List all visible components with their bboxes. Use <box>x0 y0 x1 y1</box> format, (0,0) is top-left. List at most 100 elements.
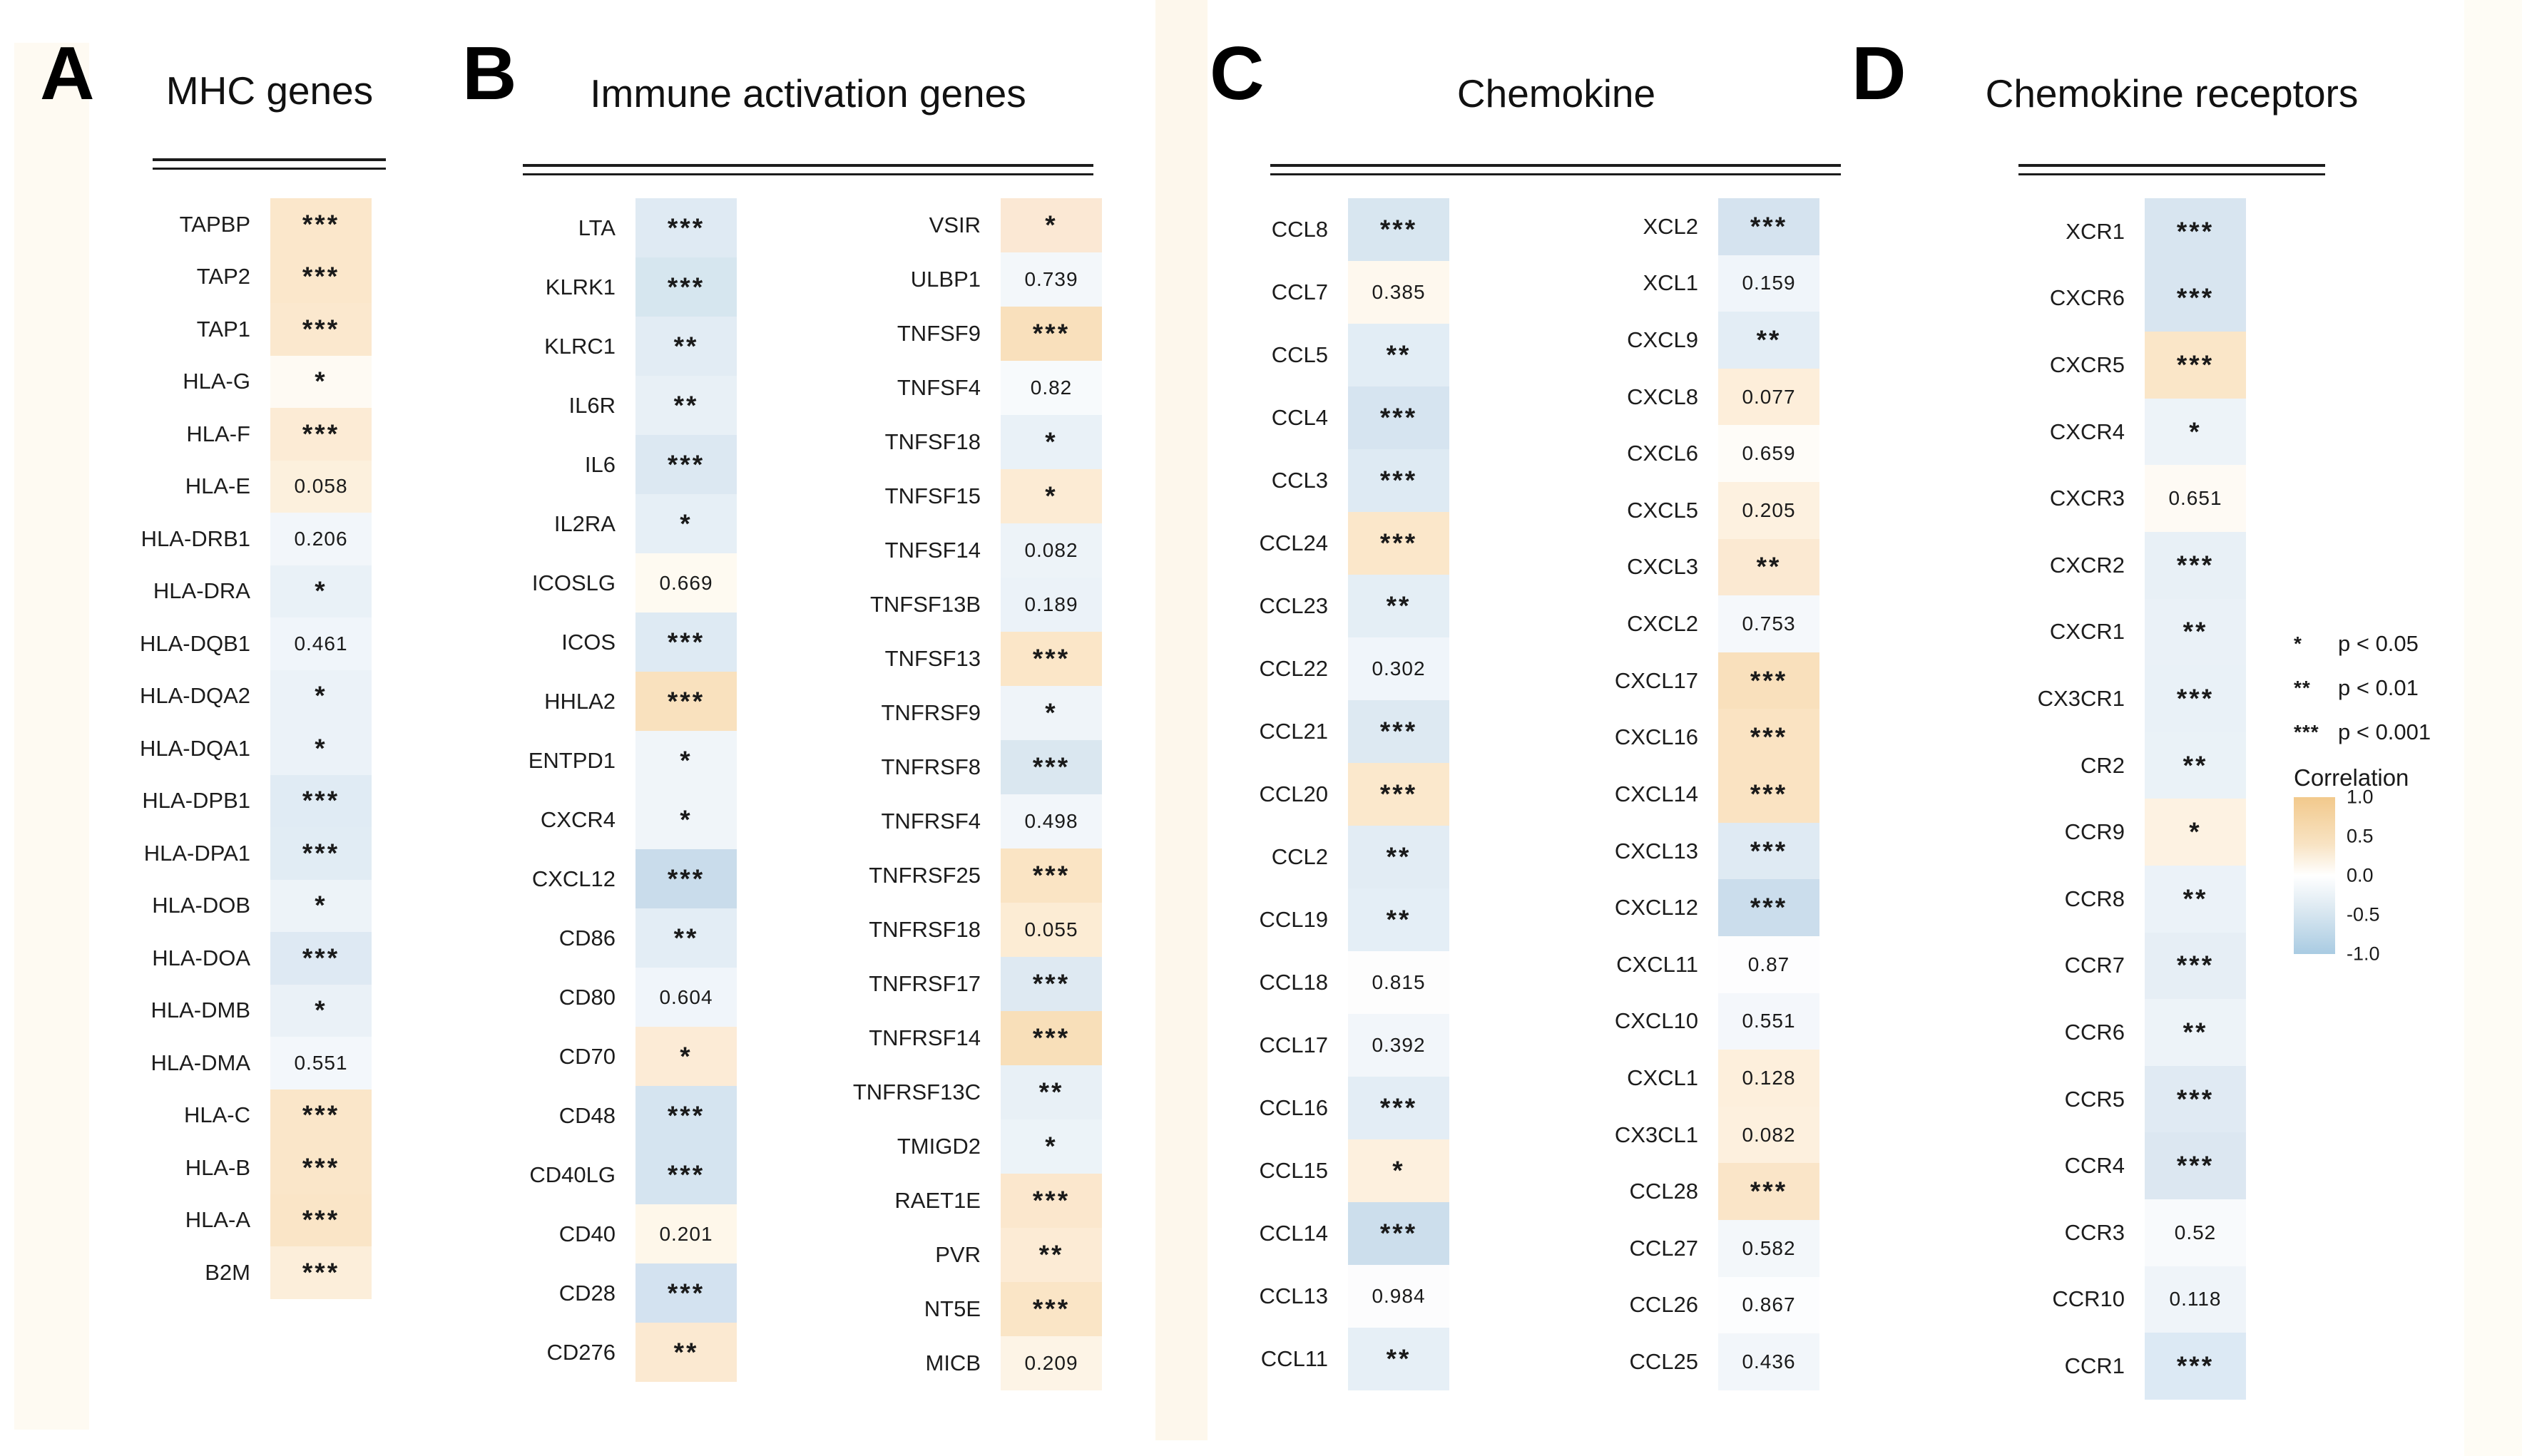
significance-value: *** <box>2176 1084 2215 1114</box>
significance-value: * <box>1045 427 1058 456</box>
significance-cell: * <box>635 731 737 790</box>
gene-row: CXCR4 * <box>400 790 737 849</box>
gene-row: TMIGD2 * <box>765 1119 1102 1174</box>
significance-value: 0.055 <box>1024 918 1078 940</box>
significance-stars: *** <box>2294 721 2319 743</box>
significance-value: *** <box>667 272 705 302</box>
significance-cell: *** <box>1718 879 1819 936</box>
gene-row: TNFSF9 *** <box>765 307 1102 361</box>
significance-value: 0.128 <box>1742 1066 1796 1089</box>
gene-label: CCL11 <box>1260 1346 1328 1371</box>
significance-value: 0.209 <box>1024 1352 1078 1374</box>
significance-cell: *** <box>635 1263 737 1323</box>
gene-row: TAP1 *** <box>35 303 372 356</box>
significance-cell: *** <box>635 1145 737 1204</box>
significance-cell: *** <box>1718 766 1819 823</box>
gene-label: HLA-DQA1 <box>139 735 250 761</box>
gene-label: CCL28 <box>1629 1179 1699 1204</box>
significance-cell: ** <box>1348 575 1449 637</box>
gene-row: XCL2 *** <box>1483 198 1819 255</box>
gene-label: CD86 <box>558 925 616 950</box>
significance-cell: *** <box>2145 932 2246 1000</box>
gene-label: TAP2 <box>196 264 250 289</box>
significance-value: *** <box>667 627 705 657</box>
gene-label: CCL25 <box>1629 1348 1699 1374</box>
gene-row: CCL13 0.984 <box>1113 1265 1449 1328</box>
significance-value: * <box>1045 481 1058 511</box>
gene-row: HLA-DQB1 0.461 <box>35 617 372 670</box>
gene-label: TNFRSF14 <box>869 1025 981 1050</box>
gene-label: CX3CR1 <box>2037 685 2125 711</box>
gene-label: TNFRSF13C <box>852 1080 981 1104</box>
gene-label: LTA <box>578 215 616 240</box>
gene-row: NT5E *** <box>765 1282 1102 1336</box>
colorbar-title: Correlation <box>2294 764 2409 791</box>
significance-value: *** <box>302 786 340 816</box>
significance-cell: 0.077 <box>1718 368 1819 426</box>
significance-cell: ** <box>2145 598 2246 666</box>
significance-cell: 0.52 <box>2145 1199 2246 1266</box>
significance-cell: *** <box>1348 386 1449 449</box>
gene-label: CXCL11 <box>1616 951 1698 977</box>
gene-column: LTA *** KLRK1 *** KLRC1 ** IL6R ** IL6 *** IL2RA * I… <box>400 198 737 1382</box>
gene-row: CCL24 *** <box>1113 512 1449 575</box>
gene-label: TNFRSF18 <box>869 917 981 942</box>
significance-cell: 0.604 <box>635 968 737 1027</box>
gene-label: TNFRSF9 <box>881 700 981 725</box>
significance-value: 0.205 <box>1742 498 1796 521</box>
significance-cell: 0.753 <box>1718 595 1819 652</box>
significance-value: ** <box>1038 1240 1064 1269</box>
significance-cell: ** <box>1001 1228 1102 1282</box>
significance-value: 0.604 <box>659 985 713 1008</box>
panel-rule-A <box>153 158 386 170</box>
gene-label: HLA-DQA2 <box>139 683 250 709</box>
significance-value: *** <box>2176 216 2215 246</box>
gene-label: XCR1 <box>2066 218 2125 244</box>
gene-row: CXCL14 *** <box>1483 766 1819 823</box>
gene-label: TNFSF15 <box>884 483 981 508</box>
significance-value: ** <box>673 923 699 953</box>
gene-row: CCR8 ** <box>1909 865 2246 933</box>
significance-value: 0.669 <box>659 571 713 594</box>
significance-value: *** <box>302 943 340 973</box>
colorbar-tick-label: 1.0 <box>2347 786 2374 808</box>
gene-label: CXCR5 <box>2049 352 2125 377</box>
gene-row: CD70 * <box>400 1027 737 1086</box>
gene-row: ICOS *** <box>400 612 737 672</box>
significance-cell: * <box>635 494 737 553</box>
significance-value: 0.984 <box>1372 1285 1426 1307</box>
significance-cell: ** <box>635 317 737 376</box>
significance-cell: *** <box>1001 1011 1102 1065</box>
significance-cell: * <box>1001 198 1102 252</box>
gene-row: RAET1E *** <box>765 1174 1102 1228</box>
gene-label: CXCR1 <box>2049 619 2125 645</box>
gene-row: CCR7 *** <box>1909 932 2246 1000</box>
significance-value: *** <box>2176 1350 2215 1380</box>
significance-cell: *** <box>1001 957 1102 1011</box>
significance-value: 0.082 <box>1742 1123 1796 1146</box>
gene-row: TNFRSF9 * <box>765 686 1102 740</box>
gene-row: CXCL2 0.753 <box>1483 595 1819 652</box>
significance-cell: *** <box>1348 1077 1449 1139</box>
significance-cell: * <box>270 565 372 617</box>
significance-cell: 0.815 <box>1348 951 1449 1014</box>
significance-cell: * <box>270 670 372 722</box>
gene-label: CCR8 <box>2064 886 2125 911</box>
significance-value: 0.082 <box>1024 539 1078 561</box>
significance-cell: ** <box>1348 888 1449 951</box>
significance-cell: *** <box>635 672 737 731</box>
significance-value: * <box>315 733 327 763</box>
significance-value: *** <box>2176 1151 2215 1181</box>
significance-value: *** <box>2176 349 2215 379</box>
gene-row: HLA-DPB1 *** <box>35 774 372 827</box>
significance-cell: 0.205 <box>1718 482 1819 539</box>
gene-label: CXCL3 <box>1627 554 1698 580</box>
gene-label: CXCL10 <box>1614 1008 1698 1034</box>
significance-value: 0.058 <box>294 475 348 498</box>
significance-value: ** <box>673 331 699 361</box>
significance-value: ** <box>2182 883 2208 913</box>
significance-cell: ** <box>635 908 737 968</box>
significance-cell: * <box>270 722 372 775</box>
gene-label: TMIGD2 <box>897 1134 981 1159</box>
significance-value: 0.582 <box>1742 1236 1796 1259</box>
